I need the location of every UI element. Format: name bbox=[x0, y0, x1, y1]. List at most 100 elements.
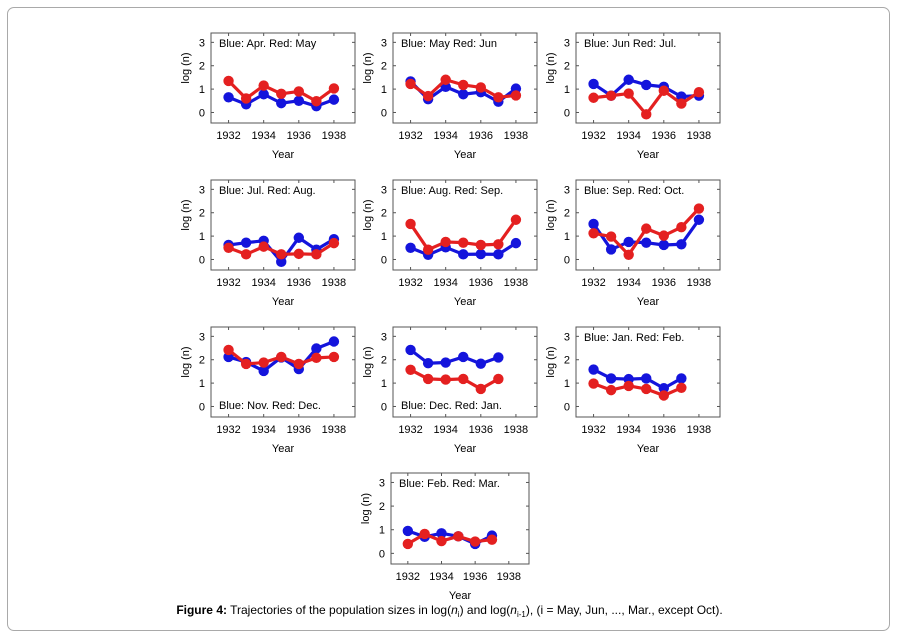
x-tick-label: 1936 bbox=[469, 130, 493, 142]
data-point bbox=[693, 214, 705, 225]
x-tick-label: 1936 bbox=[287, 424, 311, 436]
data-point bbox=[223, 75, 234, 87]
y-axis-label: log (n) bbox=[360, 493, 372, 524]
panel-4: 0 1 2 3 1932 1934 1936 1938 Year log (n) Blue: Jul… bbox=[180, 179, 356, 308]
y-tick-label: 2 bbox=[381, 208, 387, 220]
data-point bbox=[240, 358, 252, 370]
data-point bbox=[641, 383, 652, 395]
series-red bbox=[402, 528, 498, 550]
y-tick-label: 3 bbox=[199, 184, 205, 196]
data-point bbox=[440, 357, 451, 368]
data-point bbox=[223, 92, 234, 103]
data-point bbox=[605, 384, 617, 396]
x-axis-label: Year bbox=[454, 296, 477, 308]
data-point bbox=[328, 83, 340, 94]
data-point bbox=[588, 378, 599, 389]
data-point bbox=[510, 237, 522, 249]
data-point bbox=[328, 94, 340, 105]
y-axis-label: log (n) bbox=[180, 52, 192, 83]
y-tick-label: 2 bbox=[564, 61, 570, 73]
data-point bbox=[469, 536, 481, 547]
panel-annotation: Blue: Jan. Red: Feb. bbox=[584, 332, 684, 344]
data-point bbox=[458, 373, 469, 385]
data-point bbox=[676, 239, 687, 250]
data-point bbox=[440, 374, 451, 385]
panel-5: 0 1 2 3 1932 1934 1936 1938 Year log (n) Blue: Aug… bbox=[362, 179, 538, 308]
data-point bbox=[405, 78, 416, 90]
panel-annotation: Blue: Feb. Red: Mar. bbox=[399, 478, 500, 490]
panel-annotation: Blue: Sep. Red: Oct. bbox=[584, 185, 684, 197]
data-point bbox=[641, 237, 652, 248]
panel-annotation: Blue: Aug. Red: Sep. bbox=[401, 185, 503, 197]
panel-1: 0 1 2 3 1932 1934 1936 1938 Year log (n) Blue: Apr… bbox=[180, 32, 356, 161]
data-point bbox=[453, 531, 464, 542]
data-point bbox=[605, 373, 617, 384]
y-tick-label: 2 bbox=[379, 501, 385, 513]
data-point bbox=[458, 237, 469, 248]
x-tick-label: 1938 bbox=[504, 277, 528, 289]
caption-sub2: i-1 bbox=[516, 610, 526, 619]
x-tick-label: 1938 bbox=[322, 424, 346, 436]
data-point bbox=[493, 92, 504, 103]
data-point bbox=[493, 352, 504, 363]
data-point bbox=[493, 373, 504, 385]
x-tick-label: 1938 bbox=[687, 130, 711, 142]
y-tick-label: 3 bbox=[381, 331, 387, 343]
y-axis-label: log (n) bbox=[180, 346, 192, 377]
data-point bbox=[510, 90, 522, 101]
panel-8: 0 1 2 3 1932 1934 1936 1938 Year log (n) Blue: Dec… bbox=[362, 326, 538, 455]
y-axis-label: log (n) bbox=[545, 199, 557, 230]
x-tick-label: 1936 bbox=[287, 130, 311, 142]
y-axis-label: log (n) bbox=[362, 52, 374, 83]
data-point bbox=[693, 86, 705, 98]
panel-annotation: Blue: Nov. Red: Dec. bbox=[219, 400, 321, 412]
data-point bbox=[419, 528, 430, 540]
x-tick-label: 1932 bbox=[581, 130, 605, 142]
data-point bbox=[328, 351, 340, 363]
data-point bbox=[223, 242, 234, 253]
x-tick-label: 1936 bbox=[469, 424, 493, 436]
x-tick-label: 1938 bbox=[687, 277, 711, 289]
y-tick-label: 0 bbox=[199, 107, 205, 119]
data-point bbox=[588, 78, 599, 90]
x-axis-label: Year bbox=[449, 590, 472, 602]
data-point bbox=[293, 358, 305, 370]
x-tick-label: 1934 bbox=[251, 130, 275, 142]
y-tick-label: 1 bbox=[564, 84, 570, 96]
caption-text-mid: ) and log( bbox=[459, 603, 511, 617]
y-tick-label: 0 bbox=[199, 401, 205, 413]
panel-annotation: Blue: Jun Red: Jul. bbox=[584, 38, 676, 50]
data-point bbox=[328, 237, 340, 249]
data-point bbox=[311, 352, 322, 364]
x-tick-label: 1934 bbox=[251, 277, 275, 289]
x-tick-label: 1936 bbox=[652, 130, 676, 142]
data-point bbox=[458, 249, 469, 260]
caption-text-after: ), (i = May, Jun, ..., Mar., except Oct)… bbox=[525, 603, 723, 617]
x-tick-label: 1938 bbox=[504, 424, 528, 436]
panel-6: 0 1 2 3 1932 1934 1936 1938 Year log (n) Blue: Sep… bbox=[545, 179, 721, 308]
x-tick-label: 1934 bbox=[433, 424, 457, 436]
y-tick-label: 1 bbox=[199, 378, 205, 390]
data-point bbox=[623, 88, 634, 99]
data-point bbox=[276, 256, 287, 268]
y-tick-label: 3 bbox=[199, 331, 205, 343]
data-point bbox=[276, 97, 287, 109]
x-axis-label: Year bbox=[454, 443, 477, 455]
x-tick-label: 1936 bbox=[652, 277, 676, 289]
y-axis-label: log (n) bbox=[362, 199, 374, 230]
data-point bbox=[658, 85, 670, 96]
data-point bbox=[258, 89, 269, 100]
data-point bbox=[440, 236, 451, 248]
y-tick-label: 2 bbox=[381, 355, 387, 367]
data-point bbox=[605, 231, 617, 242]
x-tick-label: 1934 bbox=[616, 277, 640, 289]
data-point bbox=[402, 538, 414, 550]
data-point bbox=[422, 90, 434, 102]
data-point bbox=[311, 249, 322, 260]
data-point bbox=[486, 534, 498, 545]
panel-9: 0 1 2 3 1932 1934 1936 1938 Year log (n) Blue: Jan… bbox=[545, 326, 721, 455]
data-point bbox=[475, 248, 487, 260]
data-point bbox=[605, 90, 617, 101]
data-point bbox=[658, 230, 670, 241]
data-point bbox=[422, 244, 434, 255]
